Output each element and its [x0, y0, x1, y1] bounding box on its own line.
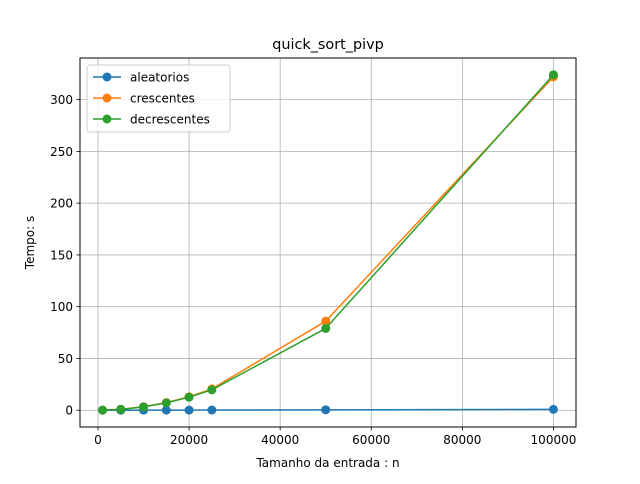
y-tick-label: 100 [50, 300, 73, 314]
legend-label-crescentes: crescentes [130, 92, 195, 106]
data-point-aleatorios [161, 405, 171, 415]
legend-item-decrescentes: decrescentes [93, 113, 210, 127]
y-tick-label: 0 [65, 404, 73, 418]
legend-marker-aleatorios [102, 72, 112, 82]
y-tick-label: 200 [50, 197, 73, 211]
legend-label-decrescentes: decrescentes [130, 113, 210, 127]
data-point-aleatorios [184, 405, 194, 415]
data-point-aleatorios [321, 405, 331, 415]
x-tick-label: 20000 [170, 433, 208, 447]
y-tick-label: 150 [50, 248, 73, 262]
data-point-decrescentes [116, 404, 126, 414]
data-point-decrescentes [184, 392, 194, 402]
x-tick-label: 80000 [443, 433, 481, 447]
legend-box [86, 64, 231, 133]
chart-title: quick_sort_pivp [272, 37, 384, 53]
data-point-decrescentes [207, 385, 217, 395]
data-point-decrescentes [321, 323, 331, 333]
data-point-decrescentes [548, 70, 558, 80]
series-decrescentes [98, 70, 558, 415]
y-tick-label: 250 [50, 145, 73, 159]
x-tick-label: 100000 [531, 433, 577, 447]
data-point-aleatorios [548, 404, 558, 414]
data-point-decrescentes [139, 402, 149, 412]
legend-marker-crescentes [102, 93, 112, 103]
legend-label-aleatorios: aleatorios [130, 71, 189, 85]
x-tick-label: 0 [94, 433, 102, 447]
axis-ticks: 0 20000 40000 60000 80000 100000 0 50 100 150 200 2… [50, 93, 576, 447]
series-lines [98, 70, 558, 415]
x-axis-label: Tamanho da entrada : n [255, 456, 399, 470]
legend-marker-decrescentes [102, 114, 112, 124]
grid [80, 58, 576, 427]
data-point-crescentes [321, 316, 331, 326]
data-point-aleatorios [207, 405, 217, 415]
y-tick-label: 300 [50, 93, 73, 107]
x-tick-label: 60000 [352, 433, 390, 447]
x-tick-label: 40000 [261, 433, 299, 447]
legend-item-crescentes: crescentes [93, 92, 195, 106]
plot-frame [79, 57, 577, 428]
legend-item-aleatorios: aleatorios [93, 71, 189, 85]
legend: aleatorios crescentes decrescentes [86, 64, 231, 133]
y-axis-label: Tempo: s [23, 216, 37, 270]
data-point-decrescentes [98, 405, 108, 415]
data-point-decrescentes [161, 398, 171, 408]
y-tick-label: 50 [58, 352, 73, 366]
